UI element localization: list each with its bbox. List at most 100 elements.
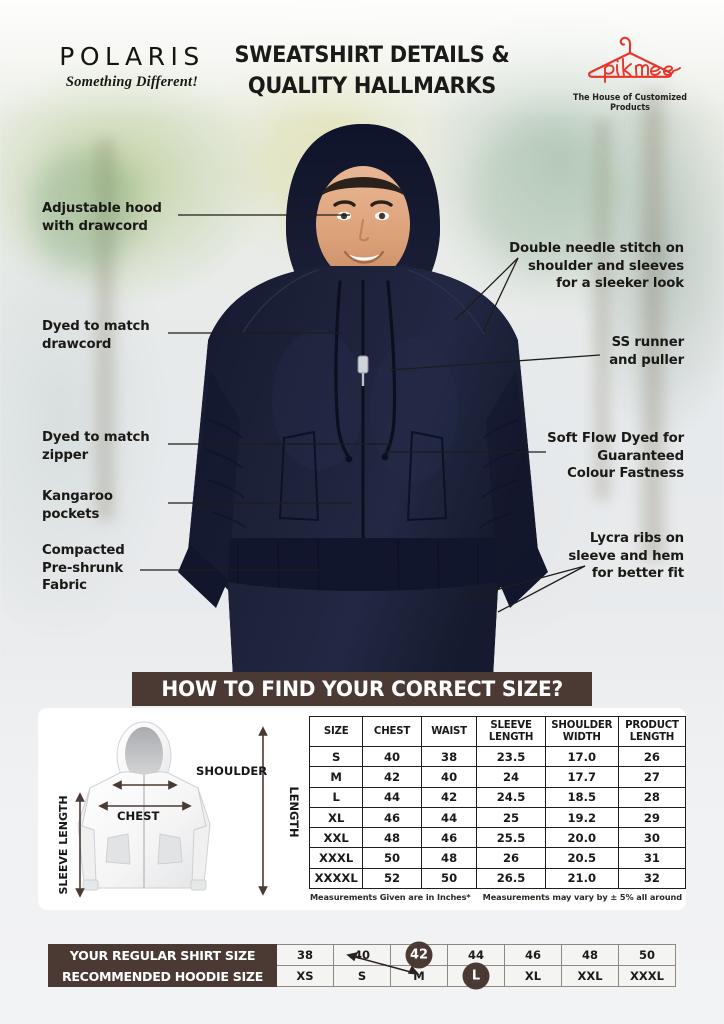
callout-lycra-ribs: Lycra ribs on sleeve and hem for better … xyxy=(568,531,684,582)
diagram-label-chest: CHEST xyxy=(117,809,159,823)
cell-waist: 38 xyxy=(420,745,478,768)
table-row: S 40 38 23.5 17.0 26 xyxy=(308,745,687,768)
table-row: XXXL 50 48 26 20.5 31 xyxy=(308,847,687,869)
polaris-wordmark: POLARIS xyxy=(59,42,205,71)
cell-size: XXL xyxy=(308,827,364,849)
cell-sleeve: 25.5 xyxy=(476,827,546,849)
cell-shoulder: 20.5 xyxy=(544,847,619,869)
recommended-hoodie-size-row: RECOMMENDED HOODIE SIZE XS S M L XL XXL … xyxy=(48,962,676,990)
brand-logo-pikmee: The House of Customized Products xyxy=(548,32,712,112)
hem-rib xyxy=(228,538,498,591)
hoodie-size-xs[interactable]: XS xyxy=(276,965,334,987)
hoodie-size-xxxl[interactable]: XXXL xyxy=(618,965,676,987)
model-photo xyxy=(168,120,558,680)
size-chart-table: SIZE CHEST WAIST SLEEVE LENGTH SHOULDER … xyxy=(308,716,687,890)
size-chart-footnotes: Measurements Given are in Inches* Measur… xyxy=(310,892,682,902)
callout-ss-runner-puller: SS runner and puller xyxy=(609,335,684,368)
column-header-product-length: PRODUCT LENGTH xyxy=(617,716,687,747)
cell-size: L xyxy=(308,786,364,808)
hoodie-size-xxl[interactable]: XXL xyxy=(561,965,619,987)
cell-sleeve: 24.5 xyxy=(476,786,546,808)
shirt-size-46[interactable]: 46 xyxy=(504,944,562,966)
cell-waist: 40 xyxy=(420,766,478,788)
cell-sleeve: 24 xyxy=(476,766,546,788)
shirt-size-40[interactable]: 40 xyxy=(333,944,391,966)
cell-shoulder: 18.5 xyxy=(544,786,619,808)
background-foliage xyxy=(470,120,620,270)
cell-product: 30 xyxy=(617,827,687,849)
hoodie-size-s[interactable]: S xyxy=(333,965,391,987)
size-recommendation-table: YOUR REGULAR SHIRT SIZE 38 40 42 44 46 4… xyxy=(48,941,676,990)
cell-waist: 46 xyxy=(420,827,478,849)
pikmee-tagline: The House of Customized Products xyxy=(573,92,687,112)
cell-shoulder: 21.0 xyxy=(544,867,619,890)
callout-soft-flow-dyed: Soft Flow Dyed for Guaranteed Colour Fas… xyxy=(547,431,684,482)
cell-shoulder: 20.0 xyxy=(544,827,619,849)
cell-chest: 42 xyxy=(362,766,422,788)
background-tree-trunk xyxy=(636,90,670,560)
column-header-shoulder-width: SHOULDER WIDTH xyxy=(544,716,619,747)
hoodie-size-m[interactable]: M xyxy=(390,965,448,987)
shirt-size-38[interactable]: 38 xyxy=(276,944,334,966)
hood-front xyxy=(286,124,440,312)
polaris-tagline: Something Different! xyxy=(65,74,199,90)
callout-dyed-zipper: Dyed to match zipper xyxy=(42,430,150,463)
callout-adjustable-hood: Adjustable hood with drawcord xyxy=(42,201,162,234)
cell-shoulder: 17.7 xyxy=(544,766,619,788)
callout-kangaroo-pockets: Kangaroo pockets xyxy=(42,489,113,522)
cell-chest: 48 xyxy=(362,827,422,849)
size-recommendation-bar: YOUR REGULAR SHIRT SIZE 38 40 42 44 46 4… xyxy=(48,941,676,990)
cell-shoulder: 17.0 xyxy=(544,745,619,768)
cell-waist: 42 xyxy=(420,786,478,808)
background-tree-trunk xyxy=(592,120,612,500)
column-header-waist: WAIST xyxy=(420,716,478,747)
cell-product: 31 xyxy=(617,847,687,869)
size-guide-card: SHOULDER CHEST LENGTH SLEEVE LENGTH SIZE… xyxy=(38,708,687,910)
footnote-tolerance: Measurements may vary by ± 5% all around xyxy=(482,892,682,902)
cell-sleeve: 25 xyxy=(476,806,546,829)
diagram-label-sleeve-length: SLEEVE LENGTH xyxy=(57,795,70,894)
callout-compacted-fabric: Compacted Pre-shrunk Fabric xyxy=(42,543,125,594)
kangaroo-pocket-right xyxy=(406,430,448,522)
cell-size: M xyxy=(308,766,364,788)
drawcord-right xyxy=(384,280,397,456)
cell-waist: 44 xyxy=(420,806,478,829)
recommended-hoodie-size-chip[interactable]: L xyxy=(462,962,490,990)
callout-dyed-drawcord: Dyed to match drawcord xyxy=(42,319,150,352)
cell-sleeve: 26.5 xyxy=(476,867,546,890)
hoodie-size-l[interactable]: L xyxy=(447,962,505,990)
size-chart-header-row: SIZE CHEST WAIST SLEEVE LENGTH SHOULDER … xyxy=(308,716,687,747)
cell-chest: 52 xyxy=(362,867,422,890)
cell-size: XXXL xyxy=(308,847,364,869)
callout-double-needle-stitch: Double needle stitch on shoulder and sle… xyxy=(509,241,684,292)
row-label-regular-shirt-size: YOUR REGULAR SHIRT SIZE xyxy=(48,944,277,966)
cell-chest: 44 xyxy=(362,786,422,808)
shirt-size-44[interactable]: 44 xyxy=(447,944,505,966)
cell-size: S xyxy=(308,745,364,768)
table-row: XL 46 44 25 19.2 29 xyxy=(308,806,687,829)
footnote-units: Measurements Given are in Inches* xyxy=(310,892,471,902)
selected-shirt-size-chip[interactable]: 42 xyxy=(405,941,433,969)
shirt-size-48[interactable]: 48 xyxy=(561,944,619,966)
hoodie-size-xl[interactable]: XL xyxy=(504,965,562,987)
cell-shoulder: 19.2 xyxy=(544,806,619,829)
table-row: XXXXL 52 50 26.5 21.0 32 xyxy=(308,867,687,890)
shirt-size-50[interactable]: 50 xyxy=(618,944,676,966)
cell-waist: 48 xyxy=(420,847,478,869)
cell-waist: 50 xyxy=(420,867,478,890)
cell-chest: 50 xyxy=(362,847,422,869)
table-row: L 44 42 24.5 18.5 28 xyxy=(308,786,687,808)
column-header-chest: CHEST xyxy=(362,716,422,747)
cuff-rib-left xyxy=(178,544,228,608)
cell-sleeve: 26 xyxy=(476,847,546,869)
table-row: XXL 48 46 25.5 20.0 30 xyxy=(308,827,687,849)
brand-logo-polaris: POLARIS Something Different! xyxy=(42,44,222,91)
cell-product: 27 xyxy=(617,766,687,788)
column-header-size: SIZE xyxy=(308,716,364,747)
drawcord-left xyxy=(334,280,350,458)
cell-product: 32 xyxy=(617,867,687,890)
kangaroo-pocket-left xyxy=(278,430,320,522)
cell-chest: 40 xyxy=(362,745,422,768)
background-top-fade xyxy=(0,0,724,120)
shirt-size-42[interactable]: 42 xyxy=(390,941,448,969)
